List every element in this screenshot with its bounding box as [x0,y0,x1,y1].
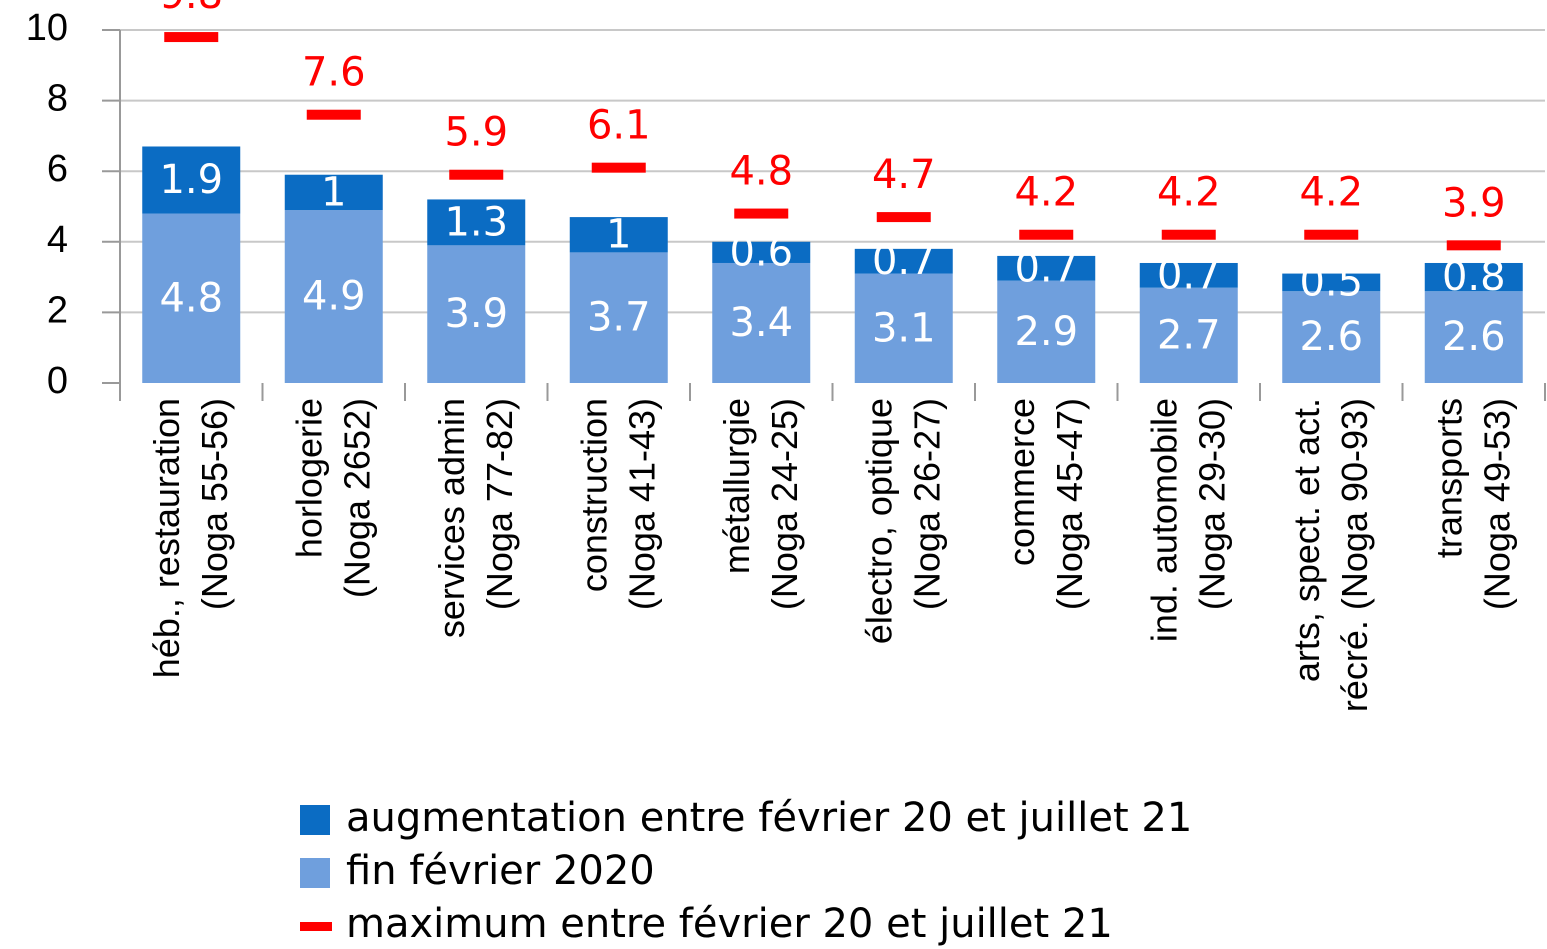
max-label: 4.2 [1014,170,1078,216]
legend-swatch [300,858,330,888]
bar-segment [569,217,668,253]
max-label: 4.2 [1299,170,1363,216]
y-tick-label: 8 [47,78,68,120]
x-tick-label: héb., restauration [146,398,187,678]
x-tick-label: (Noga 45-47) [1049,398,1090,610]
legend-label: fin février 2020 [346,848,655,894]
max-marker [164,32,219,43]
x-tick-label: électro, optique [858,398,899,644]
max-label: 3.9 [1442,180,1506,226]
y-tick-label: 2 [47,289,68,331]
x-tick-label: services admin [431,398,472,638]
bar-segment [1282,273,1381,292]
x-tick-label: arts, spect. et act. [1286,398,1327,682]
bar-segment [1282,291,1381,383]
x-tick-label: (Noga 26-27) [906,398,947,610]
y-tick-label: 6 [47,148,68,190]
bar-segment [284,210,383,383]
max-label: 6.1 [587,103,651,149]
max-label: 4.7 [872,152,936,198]
bar-segment [1139,262,1238,288]
max-label: 5.9 [444,110,508,156]
x-tick-label: métallurgie [716,398,757,574]
bar-segment [997,255,1096,281]
max-marker [306,109,361,120]
value-label: 3.1 [872,305,936,351]
x-tick-label: (Noga 2652) [336,398,377,598]
value-label: 1.9 [159,157,223,203]
y-tick-label: 0 [47,360,68,402]
bar-segment [712,262,811,383]
max-label: 4.2 [1157,170,1221,216]
value-label: 3.7 [587,295,651,341]
bar-segment [427,199,526,246]
bar-segment [997,280,1096,383]
max-marker [876,212,931,223]
bar-segment [854,248,953,274]
max-marker [734,208,789,219]
value-label: 2.6 [1299,314,1363,360]
max-label: 9.8 [159,0,223,18]
legend-swatch [300,922,332,931]
bar-segment [1139,287,1238,383]
max-label: 4.8 [729,149,793,195]
max-marker [1304,229,1359,240]
x-tick-label: récré. (Noga 90-93) [1334,398,1375,712]
value-label: 1 [606,212,631,258]
max-label: 7.6 [302,50,366,96]
value-label: 0.7 [872,238,936,284]
x-tick-label: transports [1428,398,1469,558]
value-label: 0.6 [729,229,793,275]
y-tick-label: 10 [26,7,68,49]
x-tick-label: construction [573,398,614,592]
x-tick-label: horlogerie [288,398,329,558]
x-tick-label: ind. automobile [1143,398,1184,642]
legend-label: augmentation entre février 20 et juillet… [346,795,1192,841]
x-tick-label: (Noga 49-53) [1476,398,1517,610]
value-label: 0.5 [1299,259,1363,305]
value-label: 2.7 [1157,312,1221,358]
value-label: 1.3 [444,199,508,245]
x-tick-label: (Noga 55-56) [194,398,235,610]
bar-segment [284,174,383,211]
value-label: 1 [321,169,346,215]
value-label: 4.8 [159,275,223,321]
legend-label: maximum entre février 20 et juillet 21 [346,901,1113,947]
bar-segment [142,146,241,214]
value-label: 3.4 [729,300,793,346]
bar-segment [142,213,241,383]
bar-segment [854,273,953,383]
x-tick-label: (Noga 24-25) [764,398,805,610]
max-marker [1446,240,1501,251]
max-marker [1161,229,1216,240]
value-label: 2.9 [1014,309,1078,355]
value-label: 0.8 [1442,254,1506,300]
bar-segment [712,241,811,263]
value-label: 2.6 [1442,314,1506,360]
x-tick-label: (Noga 29-30) [1191,398,1232,610]
y-tick-label: 4 [47,219,68,261]
x-tick-label: (Noga 77-82) [479,398,520,610]
value-label: 4.9 [302,274,366,320]
bar-segment [569,252,668,383]
legend-swatch [300,805,330,835]
max-marker [449,169,504,180]
max-marker [591,162,646,173]
value-label: 0.7 [1157,252,1221,298]
x-tick-label: commerce [1001,398,1042,566]
x-tick-label: (Noga 41-43) [621,398,662,610]
bar-segment [1424,262,1523,292]
value-label: 3.9 [444,291,508,337]
value-label: 0.7 [1014,245,1078,291]
bar-segment [427,245,526,383]
max-marker [1019,229,1074,240]
bar-segment [1424,291,1523,383]
